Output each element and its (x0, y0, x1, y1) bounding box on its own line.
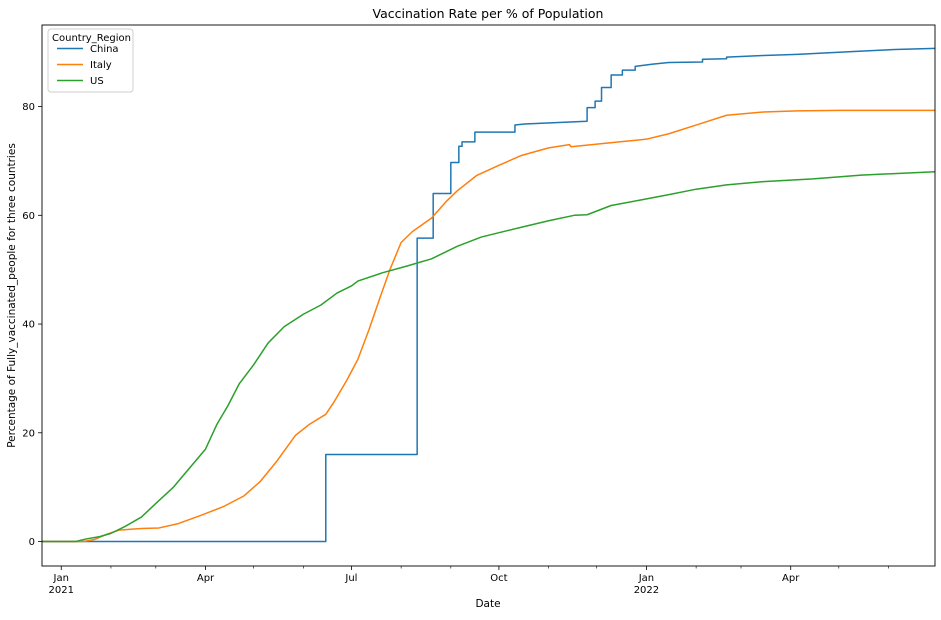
axes-frame (41, 24, 936, 567)
plot-lines (42, 47, 936, 543)
x-tick-label: Jan (53, 573, 69, 584)
legend: Country_Region China Italy US (47, 28, 134, 93)
series-line-italy (42, 109, 935, 543)
x-tick-label: Oct (490, 573, 507, 584)
x-tick-label: Apr (782, 573, 800, 584)
y-tick-label: 20 (22, 428, 35, 439)
y-tick-label: 60 (22, 211, 35, 222)
legend-items: China Italy US (57, 44, 119, 87)
x-tick-label: Apr (197, 573, 215, 584)
legend-box (47, 28, 134, 93)
x-axis-label: Date (475, 598, 500, 610)
y-tick-label: 40 (22, 320, 35, 331)
chart-title: Vaccination Rate per % of Population (373, 6, 604, 21)
legend-label-italy: Italy (90, 60, 112, 71)
y-axis-label: Percentage of Fully_vaccinated_people fo… (6, 143, 18, 448)
y-tick-label: 0 (29, 537, 35, 548)
legend-label-us: US (90, 76, 104, 87)
legend-title: Country_Region (52, 33, 131, 44)
y-axis: 0 20 40 60 80 (22, 102, 42, 548)
x-tick-label: Jan (638, 573, 654, 584)
series-line-us (42, 171, 936, 543)
x-tick-sublabel: 2021 (49, 585, 74, 596)
legend-label-china: China (90, 44, 119, 55)
x-tick-sublabel: 2022 (634, 585, 659, 596)
series-line-china (42, 47, 936, 543)
x-tick-label: Jul (344, 573, 357, 584)
y-tick-label: 80 (22, 102, 35, 113)
